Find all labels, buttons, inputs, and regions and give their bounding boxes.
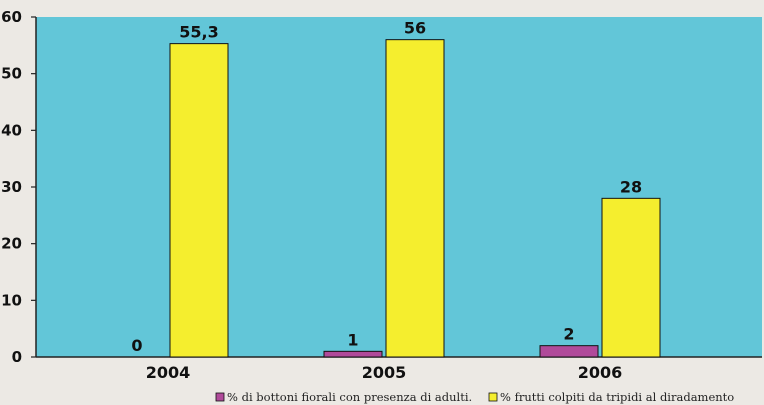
- bar-fruits: [169, 43, 229, 358]
- y-tick-label: 30: [1, 178, 22, 196]
- x-tick-label: 2005: [362, 363, 407, 382]
- data-label: 1: [347, 330, 358, 349]
- legend: % di bottoni fiorali con presenza di adu…: [215, 390, 734, 404]
- bar-adults: [539, 345, 599, 358]
- data-label: 55,3: [179, 23, 218, 42]
- data-label: 0: [131, 336, 142, 355]
- legend-swatch: [215, 392, 225, 402]
- x-tick-label: 2004: [146, 363, 191, 382]
- y-tick-label: 60: [1, 8, 22, 26]
- y-tick-label: 40: [1, 121, 22, 139]
- legend-label: % frutti colpiti da tripidi al diradamen…: [500, 390, 734, 404]
- data-label: 2: [563, 325, 574, 344]
- bar-fruits: [601, 197, 661, 358]
- bar-fruits: [385, 39, 445, 358]
- bars: 0 55,3 1 56 2 28: [131, 19, 661, 358]
- data-label: 28: [620, 177, 642, 196]
- y-tick-label: 50: [1, 65, 22, 83]
- data-label: 56: [404, 19, 426, 38]
- legend-swatch: [488, 392, 498, 402]
- y-tick-label: 0: [12, 348, 22, 366]
- bar-adults: [323, 350, 383, 358]
- y-tick-label: 10: [1, 291, 22, 309]
- x-tick-label: 2006: [578, 363, 623, 382]
- legend-label: % di bottoni fiorali con presenza di adu…: [227, 390, 472, 404]
- y-tick-label: 20: [1, 235, 22, 253]
